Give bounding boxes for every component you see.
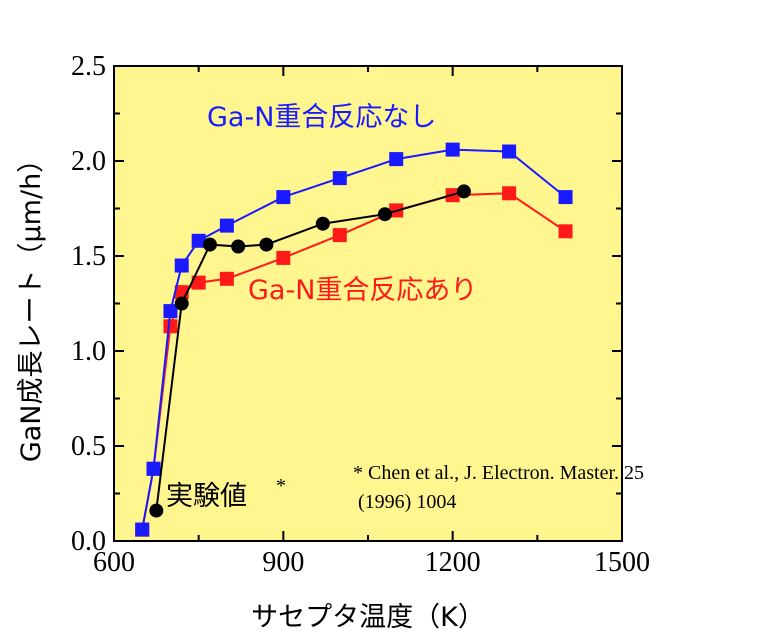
data-point <box>558 224 573 239</box>
x-axis-title: サセプタ温度（K） <box>251 602 485 633</box>
data-point <box>377 207 392 222</box>
series-label-no-polymerization: Ga-N重合反応なし <box>207 102 436 133</box>
data-point <box>231 239 246 254</box>
citation-line-1: * Chen et al., J. Electron. Master. 25 <box>353 462 644 484</box>
data-point <box>389 152 404 167</box>
data-point <box>146 461 161 476</box>
data-point <box>315 216 330 231</box>
data-point <box>135 522 150 537</box>
y-tick-labels: 0.0 0.5 1.0 1.5 2.0 2.5 <box>71 51 106 557</box>
data-point <box>202 237 217 252</box>
y-tick-label: 1.5 <box>71 241 106 272</box>
data-point <box>276 190 291 205</box>
data-point <box>502 186 517 201</box>
data-point <box>174 258 189 273</box>
series-0 <box>135 142 573 537</box>
axis-ticks <box>113 65 623 542</box>
y-tick-label: 2.5 <box>71 51 106 82</box>
series-layer <box>135 142 573 537</box>
citation-line-2: (1996) 1004 <box>358 491 456 513</box>
x-tick-labels: 600 900 1200 1500 <box>93 547 650 578</box>
series-label-experimental: 実験値 <box>166 481 247 512</box>
data-point <box>456 184 471 199</box>
data-point <box>219 271 234 286</box>
series-label-asterisk: * <box>276 475 286 497</box>
data-point <box>163 319 178 334</box>
data-point <box>259 237 274 252</box>
x-tick-label: 900 <box>262 547 304 578</box>
data-point <box>219 218 234 233</box>
data-point <box>191 275 206 290</box>
series-label-polymerization: Ga-N重合反応あり <box>248 275 477 306</box>
data-point <box>502 144 517 159</box>
data-point <box>332 228 347 243</box>
y-tick-label: 0.5 <box>71 431 106 462</box>
x-tick-label: 1200 <box>425 547 481 578</box>
data-point <box>276 250 291 265</box>
data-point <box>332 171 347 186</box>
data-point <box>149 503 164 518</box>
data-point <box>163 304 178 319</box>
plot-area <box>113 65 623 542</box>
series-2 <box>149 184 471 518</box>
y-tick-label: 2.0 <box>71 146 106 177</box>
y-axis-title: GaN成長レート（μm/h） <box>16 146 47 462</box>
series-line <box>155 190 465 511</box>
y-tick-label: 0.0 <box>71 526 106 557</box>
x-tick-label: 1500 <box>594 547 650 578</box>
data-point <box>191 233 206 248</box>
series-line <box>141 148 567 530</box>
data-point <box>558 190 573 205</box>
data-point <box>445 142 460 157</box>
x-tick-label: 600 <box>93 547 135 578</box>
data-point <box>174 296 189 311</box>
y-tick-label: 1.0 <box>71 336 106 367</box>
